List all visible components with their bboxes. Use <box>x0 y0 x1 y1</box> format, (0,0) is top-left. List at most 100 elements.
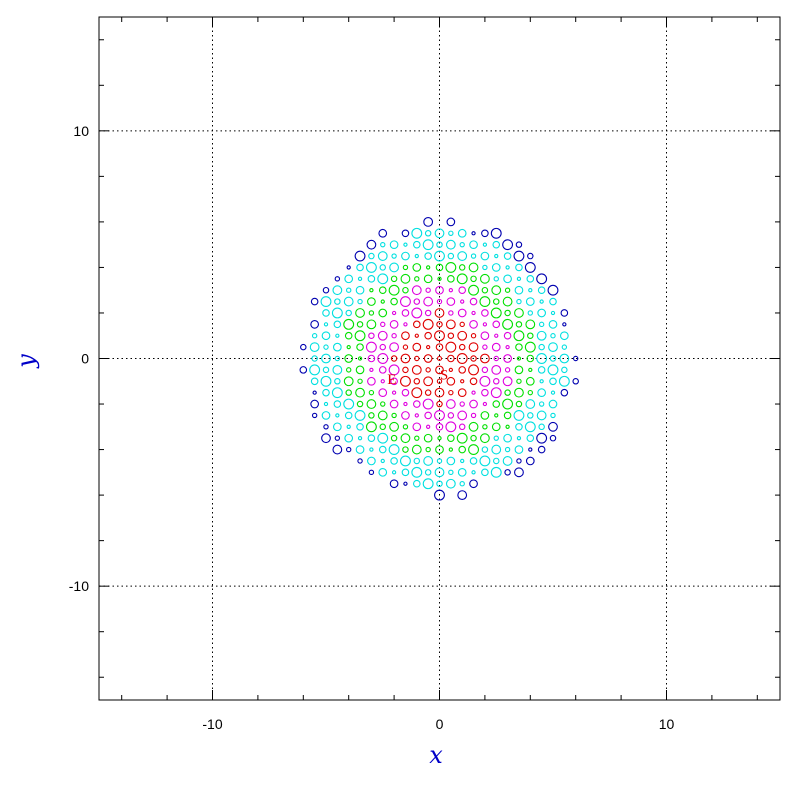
data-point <box>469 297 478 306</box>
data-point <box>357 458 363 464</box>
data-point <box>513 330 525 342</box>
data-point <box>490 307 502 319</box>
x-tick-label: 10 <box>659 716 675 732</box>
data-point <box>470 412 477 419</box>
data-point <box>365 421 377 433</box>
y-tick-label: 10 <box>73 123 89 139</box>
data-point <box>491 444 502 455</box>
data-point <box>536 273 548 285</box>
data-point <box>502 456 513 466</box>
data-point <box>343 398 355 410</box>
data-point <box>481 229 489 238</box>
data-point <box>479 353 490 364</box>
data-point <box>402 424 409 430</box>
data-point <box>460 379 465 384</box>
data-point <box>334 435 341 441</box>
data-point <box>470 275 477 283</box>
data-point <box>468 444 479 456</box>
data-point <box>356 400 364 408</box>
data-point <box>457 330 468 341</box>
data-point <box>538 401 545 407</box>
data-point <box>456 353 468 364</box>
data-point <box>436 321 443 328</box>
data-point <box>401 309 410 317</box>
data-point <box>479 296 491 308</box>
data-point <box>380 299 385 304</box>
data-point <box>445 399 456 409</box>
data-point <box>446 456 456 466</box>
data-point <box>471 470 476 475</box>
data-point <box>423 376 434 387</box>
data-point <box>346 344 351 350</box>
data-point <box>365 341 377 353</box>
data-point <box>377 432 389 444</box>
data-point <box>299 366 308 374</box>
data-point <box>537 366 546 374</box>
data-point <box>323 424 329 430</box>
data-point <box>403 401 408 407</box>
data-point <box>548 399 558 409</box>
data-point <box>468 262 479 273</box>
data-point <box>479 455 491 467</box>
data-point <box>436 480 443 487</box>
data-point <box>447 354 455 363</box>
data-point <box>389 421 399 432</box>
data-point <box>457 308 467 318</box>
data-point <box>526 434 535 442</box>
data-point <box>460 299 465 304</box>
data-point <box>526 275 535 283</box>
data-point <box>481 366 489 374</box>
data-point <box>425 446 431 453</box>
data-point <box>550 390 556 395</box>
data-point <box>345 309 352 317</box>
data-point <box>391 253 397 259</box>
data-point <box>445 478 456 489</box>
data-point <box>332 444 343 455</box>
data-point <box>515 422 523 431</box>
axis-ticks <box>99 17 780 700</box>
data-point <box>458 445 467 454</box>
data-point <box>355 365 365 375</box>
data-point <box>436 298 443 305</box>
data-point <box>503 252 512 260</box>
data-point <box>503 354 512 363</box>
data-point <box>502 398 514 410</box>
data-point <box>528 367 533 373</box>
data-point <box>367 354 376 363</box>
data-point <box>537 445 546 454</box>
data-point <box>402 344 409 350</box>
data-point <box>526 354 535 363</box>
x-axis-label: x <box>429 741 443 769</box>
data-point <box>377 251 388 261</box>
data-point <box>525 376 535 386</box>
data-point <box>491 263 501 272</box>
data-point <box>560 388 569 397</box>
data-point <box>377 273 389 285</box>
data-point <box>378 308 388 318</box>
data-point <box>528 288 533 293</box>
data-point <box>456 432 468 444</box>
data-point <box>504 446 511 453</box>
data-point <box>377 410 388 421</box>
data-point <box>482 264 488 271</box>
data-point <box>549 297 557 306</box>
data-point <box>380 241 386 248</box>
data-point <box>446 376 456 386</box>
data-point <box>332 285 343 296</box>
data-point <box>492 400 501 408</box>
data-point <box>310 377 319 386</box>
data-point <box>448 288 454 293</box>
data-point <box>344 331 353 340</box>
data-point <box>323 344 329 350</box>
data-point <box>378 445 387 454</box>
data-point <box>423 274 433 284</box>
data-point <box>471 390 476 395</box>
data-point <box>470 333 477 339</box>
data-point <box>448 367 454 373</box>
data-point <box>322 366 330 374</box>
data-point <box>559 353 570 364</box>
data-point <box>368 412 375 419</box>
data-point <box>414 413 419 418</box>
data-point <box>482 424 488 430</box>
